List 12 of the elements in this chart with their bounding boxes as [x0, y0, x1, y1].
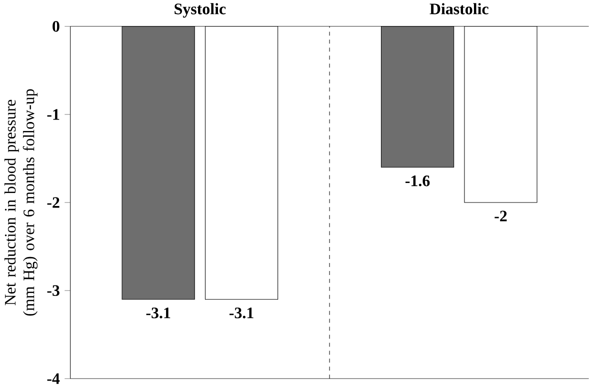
y-tick-label: -3 — [47, 285, 60, 296]
data-label: -2 — [494, 210, 507, 222]
y-tick-label: -1 — [47, 109, 60, 120]
y-tick-label: 0 — [52, 20, 60, 32]
x-tick-label: Systolic — [174, 2, 226, 18]
data-label: -3.1 — [146, 307, 170, 318]
x-tick-label: Diastolic — [430, 2, 488, 14]
y-tick-label: -2 — [47, 197, 60, 208]
data-label: -1.6 — [405, 175, 430, 186]
data-label: -3.1 — [229, 307, 254, 318]
y-tick-label: -4 — [47, 373, 60, 384]
y-axis-title: Net reduction in blood pressure (mm Hg) over 6 months follow-up — [4, 89, 38, 316]
